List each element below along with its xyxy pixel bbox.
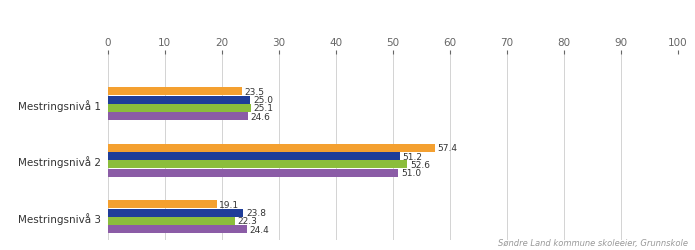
Bar [108, 144, 435, 152]
Bar [108, 217, 235, 225]
Bar [108, 226, 247, 234]
Bar [108, 104, 251, 112]
Text: 23.8: 23.8 [246, 208, 266, 217]
Text: 57.4: 57.4 [438, 144, 458, 153]
Bar [108, 96, 250, 104]
Bar [108, 113, 248, 121]
Text: 25.0: 25.0 [253, 96, 273, 105]
Text: 51.2: 51.2 [402, 152, 423, 161]
Text: 19.1: 19.1 [220, 200, 240, 209]
Bar [108, 200, 217, 208]
Text: 52.6: 52.6 [410, 160, 430, 169]
Text: 24.4: 24.4 [250, 225, 270, 234]
Bar [108, 169, 398, 177]
Text: 25.1: 25.1 [254, 104, 274, 113]
Bar [108, 88, 242, 96]
Bar [108, 152, 400, 160]
Text: 23.5: 23.5 [245, 88, 265, 96]
Legend: Søndre Land kommune skoleeier, Kommunegruppe 10, Oppland fylke, Nasjonalt: Søndre Land kommune skoleeier, Kommunegr… [39, 0, 563, 2]
Text: 51.0: 51.0 [401, 169, 421, 177]
Bar [108, 209, 243, 217]
Text: 24.6: 24.6 [251, 112, 270, 121]
Text: 22.3: 22.3 [238, 217, 258, 226]
Text: Søndre Land kommune skoleeier, Grunnskole: Søndre Land kommune skoleeier, Grunnskol… [498, 238, 688, 248]
Bar [108, 161, 407, 169]
